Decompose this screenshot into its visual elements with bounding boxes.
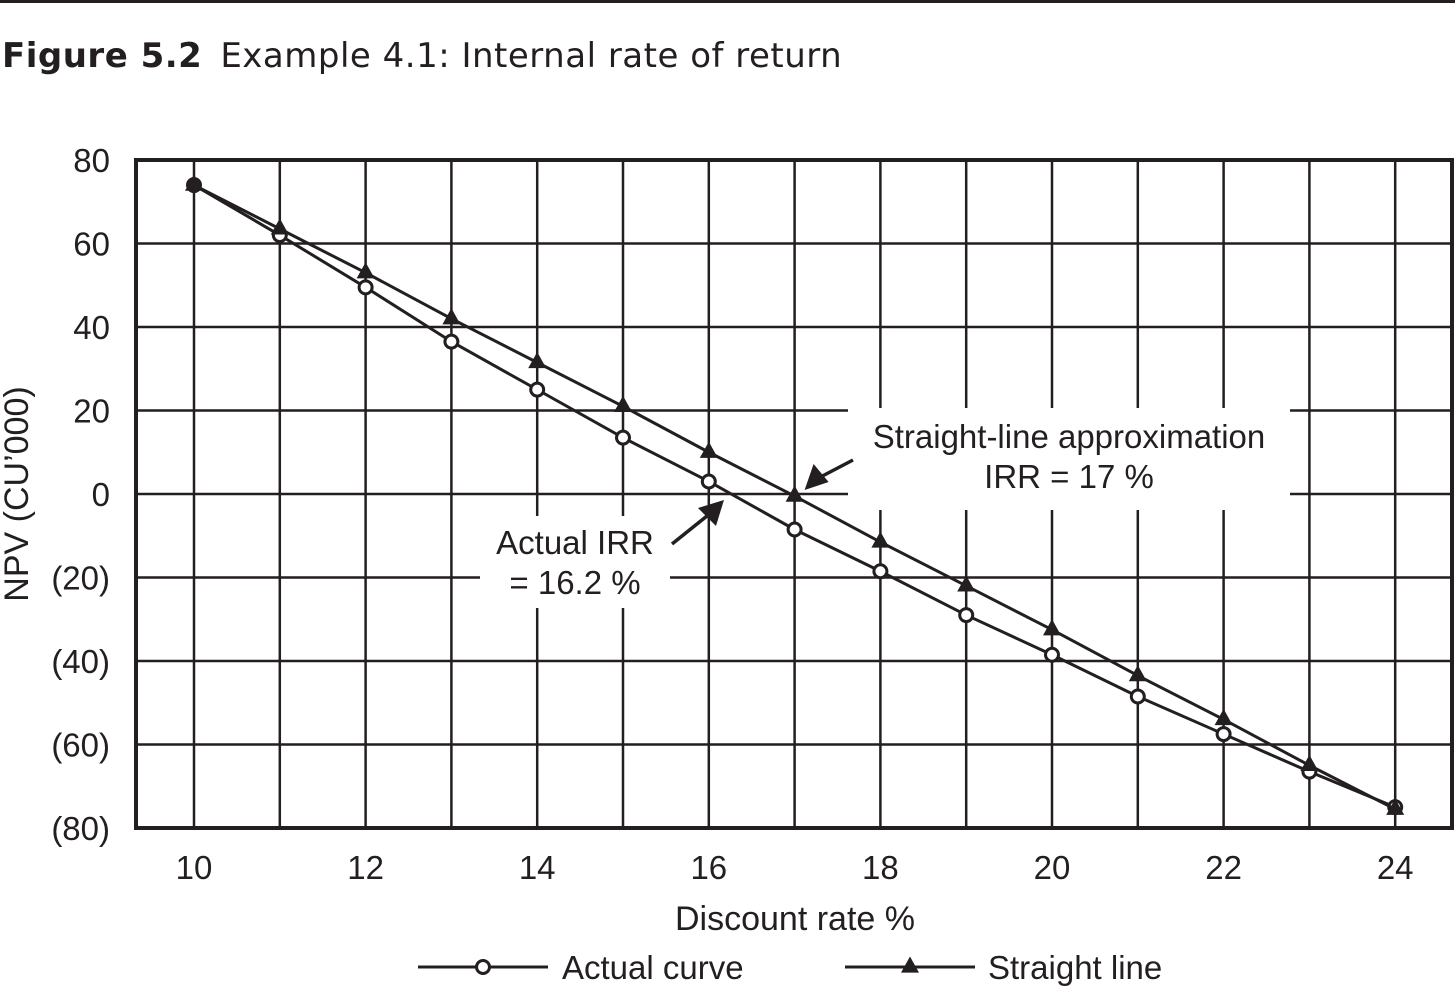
data-point-triangle	[1386, 798, 1405, 815]
annotation-arrow-line	[817, 458, 854, 480]
data-point-circle	[958, 607, 975, 624]
y-tick-label: 40	[73, 309, 110, 346]
legend-item: Actual curve	[418, 949, 744, 986]
y-axis-label: NPV (CU’000)	[0, 386, 36, 601]
annotation-text: Actual IRR	[496, 524, 654, 561]
y-tick-label: 0	[92, 476, 110, 513]
x-axis-label: Discount rate %	[675, 900, 915, 938]
data-point-circle	[1044, 646, 1060, 663]
data-point-triangle	[1128, 665, 1147, 682]
y-tick-label: (60)	[51, 727, 110, 764]
annotation-arrowhead	[804, 464, 829, 490]
data-point-circle	[615, 429, 631, 446]
data-point-circle	[1215, 726, 1232, 743]
series-layer	[185, 174, 1405, 816]
legend-marker-triangle	[901, 956, 919, 973]
data-point-triangle	[270, 218, 289, 235]
data-point-circle	[357, 279, 374, 296]
figure-title: Example 4.1: Internal rate of return	[220, 36, 843, 76]
plot-frame	[134, 158, 1454, 830]
data-point-triangle	[957, 575, 976, 592]
data-point-circle	[786, 521, 803, 538]
legend-label: Straight line	[988, 949, 1162, 986]
data-point-triangle	[442, 308, 461, 325]
data-point-triangle	[871, 531, 890, 548]
data-point-circle	[700, 473, 717, 490]
annotation-box-actual	[480, 516, 670, 608]
legend-item: Straight line	[845, 949, 1162, 986]
y-tick-label: (40)	[51, 643, 110, 680]
data-point-triangle	[1300, 754, 1319, 772]
data-point-triangle	[614, 395, 632, 412]
x-tick-label: 18	[862, 849, 899, 886]
annotation-arrowhead	[697, 500, 724, 526]
x-tick-label: 22	[1205, 849, 1242, 886]
y-tick-labels: 80 60 40 20 0 (20) (40) (60) (80)	[51, 142, 110, 847]
x-tick-label: 14	[519, 849, 556, 886]
annotation-box-straight	[848, 408, 1290, 510]
y-tick-label: 20	[73, 393, 110, 430]
y-tick-label: 80	[73, 142, 110, 179]
legend-marker-circle	[475, 959, 491, 975]
y-tick-label: (80)	[51, 810, 110, 847]
legend: Actual curve Straight line	[418, 949, 1162, 986]
series-straight-line	[185, 174, 1405, 815]
annotation-text: = 16.2 %	[509, 564, 640, 601]
annotation-text: IRR = 17 %	[984, 458, 1154, 495]
top-rule	[0, 0, 1455, 3]
y-tick-label: 60	[73, 226, 110, 263]
x-tick-label: 12	[347, 849, 384, 886]
plot-border	[134, 158, 1454, 830]
data-point-triangle	[356, 262, 375, 279]
x-tick-labels: 10 12 14 16 18 20 22 24	[176, 849, 1414, 886]
x-tick-label: 16	[690, 849, 727, 886]
data-point-circle	[872, 563, 889, 580]
annotation-text: Straight-line approximation	[873, 418, 1266, 455]
data-point-circle	[1129, 688, 1146, 705]
x-tick-label: 10	[176, 849, 213, 886]
x-tick-label: 20	[1034, 849, 1071, 886]
data-point-triangle	[785, 485, 804, 502]
data-point-circle	[529, 381, 546, 398]
series-actual-curve	[186, 177, 1404, 816]
legend-label: Actual curve	[562, 949, 744, 986]
data-point-circle	[443, 333, 460, 350]
figure-number: Figure 5.2	[2, 36, 203, 76]
y-tick-label: (20)	[51, 560, 110, 597]
annotation-arrow-line	[670, 510, 714, 546]
data-point-triangle	[1043, 619, 1061, 636]
data-point-triangle	[699, 441, 718, 458]
x-tick-label: 24	[1377, 849, 1414, 886]
data-point-triangle	[528, 351, 547, 369]
data-point-triangle	[185, 174, 203, 191]
data-point-triangle	[1214, 708, 1233, 726]
figure-caption: Figure 5.2 Example 4.1: Internal rate of …	[2, 34, 842, 76]
